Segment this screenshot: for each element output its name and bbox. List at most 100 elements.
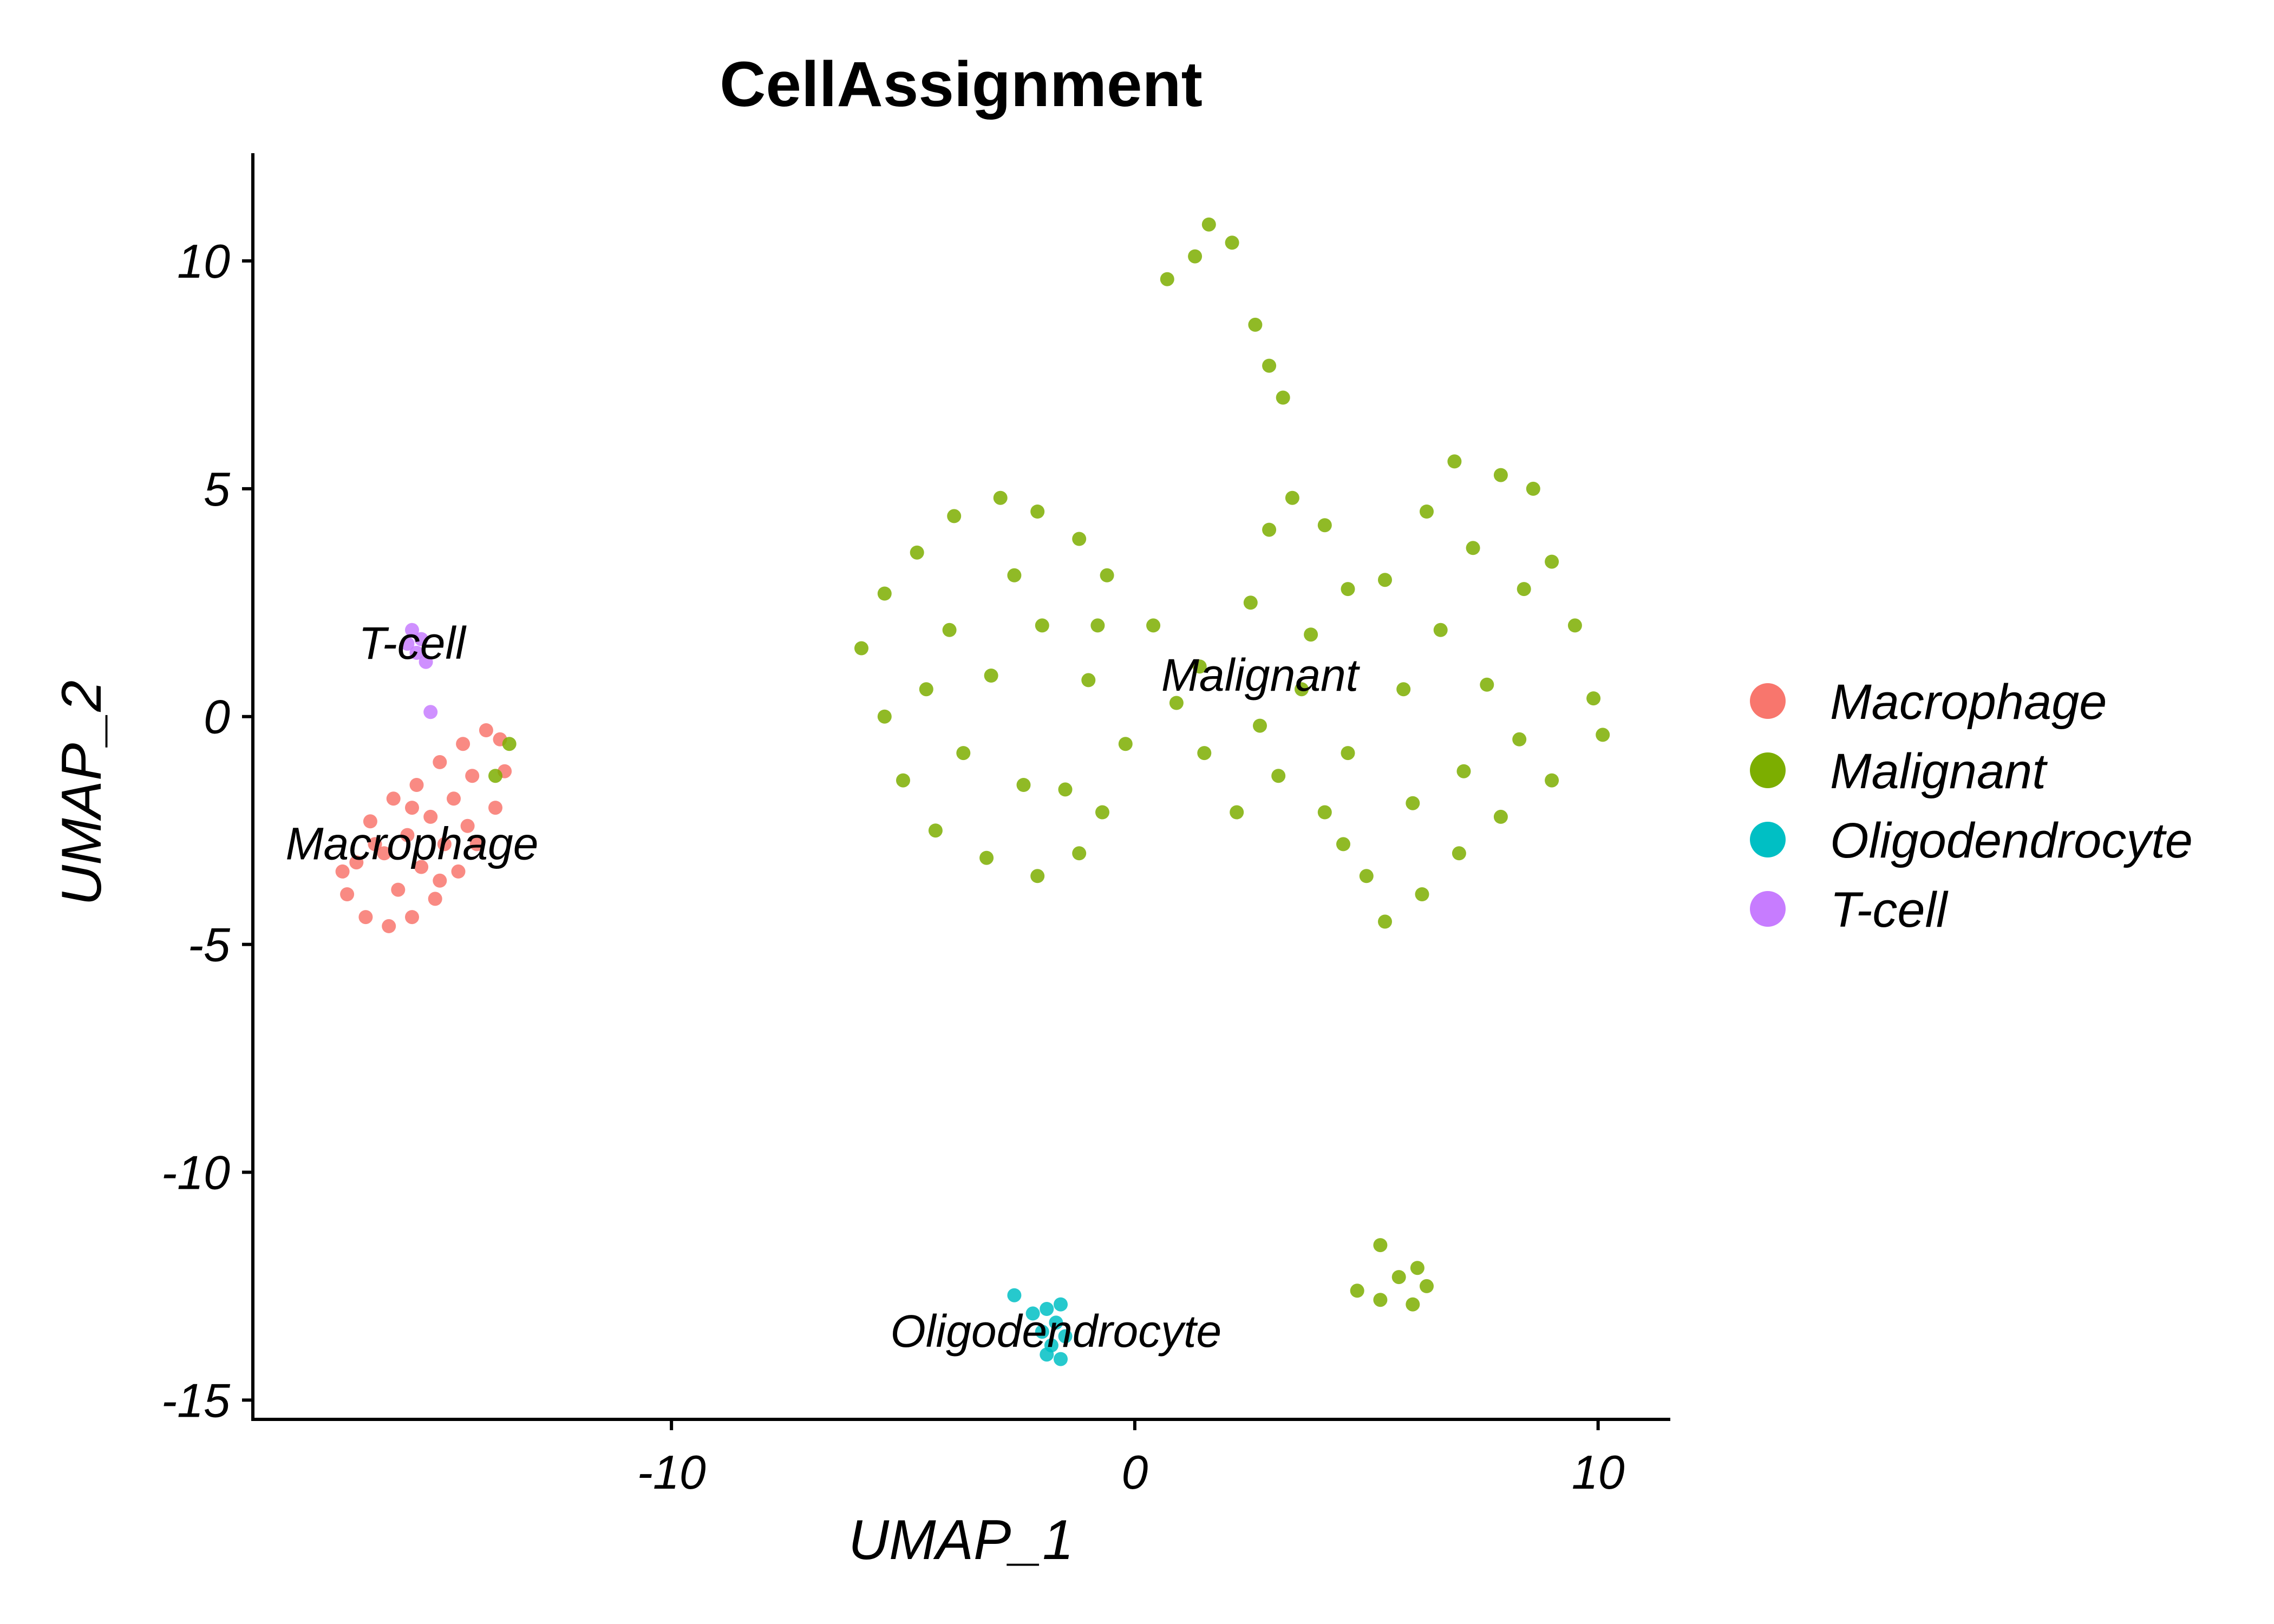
legend-key-malignant	[1750, 752, 1786, 788]
point-malignant-49	[1058, 782, 1073, 797]
point-malignant-54	[1341, 746, 1355, 761]
point-oligodendrocyte-8	[1007, 1288, 1022, 1302]
y-tick-label: -5	[188, 918, 231, 972]
point-malignant-68	[1188, 249, 1203, 264]
point-macrophage-14	[382, 919, 396, 933]
y-ticks: -15 -10 -5 0 5 10	[161, 234, 253, 1427]
point-macrophage-12	[428, 892, 442, 906]
series-macrophage	[335, 723, 512, 933]
legend-label-malignant: Malignant	[1830, 744, 2048, 799]
y-tick-label: 10	[177, 234, 230, 288]
point-macrophage-23	[391, 882, 406, 897]
point-malignant-57	[1480, 677, 1494, 692]
series-malignant	[488, 217, 1610, 1312]
point-macrophage-3	[409, 778, 424, 792]
cluster-label-t-cell: T-cell	[358, 618, 467, 669]
point-malignant-9	[1192, 659, 1207, 674]
point-oligodendrocyte-1	[1054, 1297, 1068, 1312]
point-oligodendrocyte-7	[1058, 1329, 1073, 1344]
point-malignant-34	[1169, 696, 1184, 710]
point-macrophage-0	[349, 855, 364, 870]
point-malignant-80	[502, 737, 517, 751]
point-macrophage-13	[405, 910, 419, 925]
point-t-cell-3	[409, 645, 424, 660]
point-malignant-23	[1596, 728, 1610, 742]
point-malignant-18	[1493, 468, 1508, 482]
y-tick-label: 0	[204, 690, 230, 744]
point-malignant-43	[942, 623, 957, 637]
y-tick-label: -15	[161, 1373, 231, 1427]
point-macrophage-28	[460, 818, 475, 833]
point-malignant-2	[910, 545, 924, 560]
point-macrophage-10	[469, 837, 484, 852]
point-malignant-60	[1406, 796, 1420, 810]
point-malignant-75	[1406, 1297, 1420, 1312]
point-malignant-74	[1391, 1270, 1406, 1285]
point-macrophage-18	[377, 846, 391, 861]
point-oligodendrocyte-0	[1040, 1302, 1054, 1316]
x-tick-label: 0	[1121, 1445, 1148, 1499]
point-macrophage-21	[447, 791, 461, 806]
point-malignant-26	[1452, 846, 1466, 861]
point-malignant-37	[1072, 846, 1087, 861]
cluster-label-oligodendrocyte: Oligodendrocyte	[891, 1306, 1222, 1357]
point-malignant-48	[1016, 778, 1031, 792]
point-malignant-44	[984, 669, 998, 683]
point-macrophage-15	[358, 910, 373, 925]
point-t-cell-4	[419, 654, 433, 669]
x-tick-label: -10	[637, 1445, 706, 1499]
point-macrophage-9	[488, 801, 502, 815]
point-malignant-47	[956, 746, 971, 761]
point-malignant-58	[1512, 732, 1527, 746]
point-malignant-55	[1396, 682, 1411, 697]
point-malignant-61	[1517, 582, 1531, 597]
x-tick-label: 10	[1572, 1445, 1625, 1499]
legend-key-t-cell	[1750, 891, 1786, 927]
point-macrophage-24	[414, 860, 429, 874]
point-malignant-41	[896, 773, 910, 788]
point-macrophage-22	[465, 769, 480, 783]
y-tick-label: -10	[161, 1145, 230, 1199]
point-malignant-64	[1253, 718, 1267, 733]
point-macrophage-4	[433, 755, 447, 769]
point-malignant-36	[1095, 805, 1109, 820]
point-malignant-32	[1230, 805, 1244, 820]
point-malignant-78	[1420, 1279, 1434, 1293]
point-malignant-79	[1410, 1261, 1424, 1275]
point-malignant-27	[1415, 887, 1429, 901]
point-malignant-22	[1586, 691, 1601, 706]
point-oligodendrocyte-5	[1054, 1352, 1068, 1366]
point-malignant-4	[993, 490, 1008, 505]
point-macrophage-16	[340, 887, 355, 901]
point-malignant-5	[1030, 505, 1045, 519]
point-malignant-11	[1262, 522, 1277, 537]
chart-title: CellAssignment	[720, 49, 1203, 120]
cluster-label-layer: T-cell Macrophage Malignant Oligodendrocyte	[286, 618, 1361, 1357]
point-macrophage-17	[335, 864, 350, 879]
series-t-cell	[400, 623, 438, 719]
point-malignant-6	[1072, 532, 1087, 546]
point-malignant-73	[1373, 1238, 1388, 1253]
point-malignant-29	[1359, 869, 1374, 883]
point-malignant-67	[1225, 235, 1239, 250]
point-malignant-59	[1456, 764, 1471, 778]
point-malignant-66	[1201, 217, 1216, 232]
point-oligodendrocyte-6	[1025, 1306, 1040, 1321]
point-malignant-52	[1090, 618, 1105, 633]
cluster-label-malignant: Malignant	[1161, 650, 1361, 700]
point-macrophage-5	[456, 737, 471, 751]
point-malignant-25	[1493, 809, 1508, 824]
points-layer	[335, 217, 1610, 1366]
point-malignant-81	[488, 769, 502, 783]
point-malignant-38	[1030, 869, 1045, 883]
point-oligodendrocyte-2	[1049, 1315, 1063, 1330]
x-axis-title: UMAP_1	[848, 1509, 1074, 1571]
point-malignant-19	[1526, 481, 1540, 496]
point-malignant-62	[1466, 541, 1480, 555]
point-malignant-7	[1100, 568, 1114, 582]
point-malignant-30	[1317, 805, 1332, 820]
point-malignant-31	[1271, 769, 1286, 783]
point-malignant-12	[1285, 490, 1299, 505]
